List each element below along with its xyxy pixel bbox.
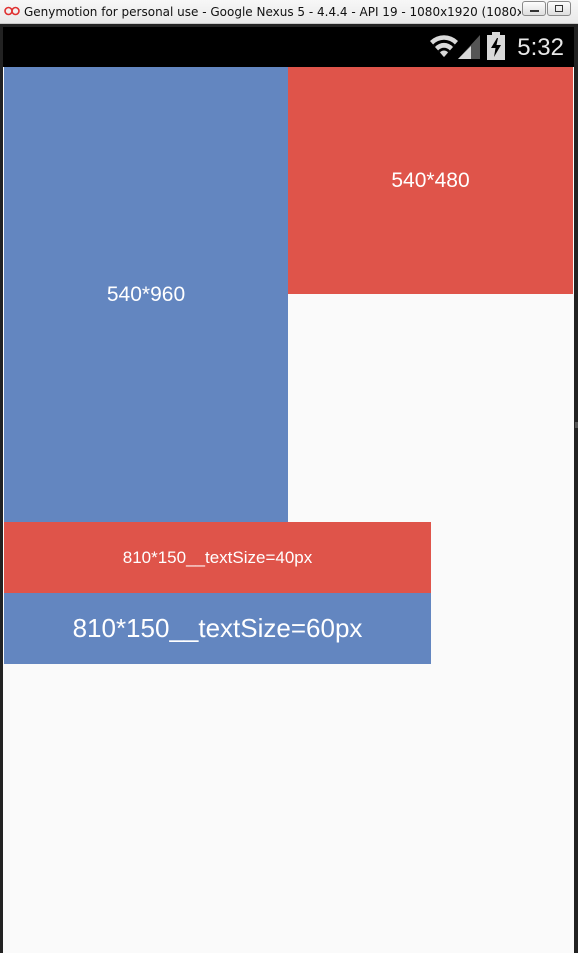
genymotion-logo-icon	[4, 6, 20, 16]
box-540x960-label: 540*960	[106, 282, 186, 306]
app-content: 540*960 540*480 810*150__textSize=40px 8…	[3, 67, 574, 953]
status-time: 5:32	[517, 34, 564, 61]
box-540x960: 540*960	[4, 67, 288, 522]
box-810x150-textsize-40-label: 810*150__textSize=40px	[122, 547, 313, 567]
box-540x480: 540*480	[288, 67, 573, 294]
maximize-icon	[555, 5, 563, 12]
minimize-button[interactable]	[522, 1, 546, 16]
battery-charging-icon	[487, 32, 505, 60]
signal-icon	[458, 35, 480, 59]
title-bar[interactable]: Genymotion for personal use - Google Nex…	[0, 0, 578, 24]
box-810x150-textsize-40: 810*150__textSize=40px	[4, 522, 431, 593]
device-screen[interactable]: 5:32 540*960 540*480 810*150__textSize=4…	[3, 27, 574, 953]
wifi-icon	[430, 35, 458, 57]
box-540x480-label: 540*480	[391, 168, 470, 192]
android-status-bar: 5:32	[3, 27, 574, 67]
box-810x150-textsize-60: 810*150__textSize=60px	[4, 593, 431, 664]
box-810x150-textsize-60-label: 810*150__textSize=60px	[72, 613, 363, 643]
minimize-icon	[530, 10, 539, 12]
window-title: Genymotion for personal use - Google Nex…	[24, 5, 521, 19]
window-resize-handle[interactable]	[575, 422, 578, 428]
maximize-button[interactable]	[547, 1, 571, 16]
